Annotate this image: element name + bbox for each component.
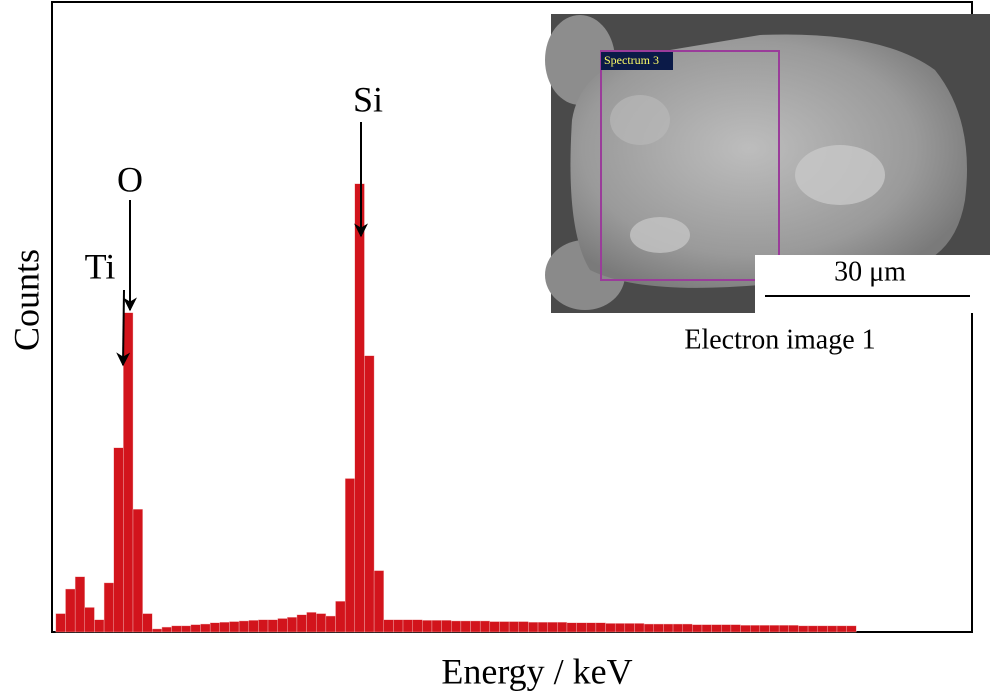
electron-image bbox=[545, 14, 990, 313]
bar bbox=[836, 625, 847, 633]
bar bbox=[499, 621, 510, 633]
bar bbox=[316, 613, 327, 633]
bar bbox=[614, 623, 626, 633]
bar bbox=[798, 625, 809, 633]
bar bbox=[248, 620, 259, 633]
y-axis-label: Counts bbox=[6, 249, 46, 351]
bar bbox=[287, 617, 298, 633]
bar bbox=[267, 619, 278, 633]
arrow bbox=[116, 289, 131, 367]
annotation: O bbox=[117, 159, 143, 199]
bar bbox=[759, 625, 770, 633]
bar bbox=[402, 619, 413, 633]
bar bbox=[827, 625, 838, 633]
bar bbox=[557, 621, 568, 633]
bar bbox=[94, 619, 105, 633]
bar bbox=[451, 620, 462, 633]
bar bbox=[663, 623, 674, 633]
bar bbox=[479, 620, 491, 633]
bar bbox=[634, 623, 645, 633]
bar bbox=[643, 623, 654, 633]
bar bbox=[258, 619, 269, 633]
bar bbox=[769, 625, 780, 633]
bar bbox=[171, 625, 182, 633]
bar bbox=[586, 622, 597, 633]
bar bbox=[364, 355, 375, 633]
bar bbox=[788, 625, 799, 633]
bar bbox=[508, 621, 519, 633]
bar bbox=[142, 613, 153, 633]
bar bbox=[373, 570, 384, 633]
bar bbox=[489, 621, 500, 633]
bar bbox=[653, 623, 664, 633]
bar bbox=[692, 624, 703, 633]
bar bbox=[422, 620, 433, 633]
bar bbox=[238, 620, 249, 633]
annotation: Ti bbox=[85, 246, 116, 286]
bar bbox=[161, 626, 172, 633]
bar bbox=[55, 613, 66, 633]
bar bbox=[547, 621, 558, 633]
bar bbox=[528, 621, 539, 633]
bar bbox=[181, 625, 192, 633]
bar bbox=[306, 612, 317, 633]
bar bbox=[296, 614, 307, 633]
bar bbox=[817, 625, 828, 633]
bar bbox=[576, 622, 587, 633]
bar bbox=[605, 623, 616, 633]
bar bbox=[701, 624, 712, 633]
bar bbox=[518, 621, 529, 633]
bar bbox=[566, 622, 577, 633]
bar bbox=[624, 623, 635, 633]
bar bbox=[470, 620, 481, 633]
bar bbox=[152, 628, 163, 633]
scale-bar-label: 30 μm bbox=[834, 256, 906, 287]
inset-caption: Electron image 1 bbox=[684, 324, 875, 355]
bar bbox=[460, 620, 471, 633]
annotation: Si bbox=[353, 79, 383, 119]
bar bbox=[103, 582, 114, 633]
bar bbox=[383, 619, 394, 633]
bar bbox=[711, 624, 722, 633]
bar bbox=[441, 620, 452, 633]
spectrum-label: Spectrum 3 bbox=[604, 53, 659, 67]
bar bbox=[537, 621, 548, 633]
bar bbox=[778, 625, 789, 633]
bar bbox=[721, 624, 732, 633]
bar bbox=[354, 183, 365, 633]
bar bbox=[84, 607, 95, 633]
bar bbox=[113, 447, 124, 633]
bar bbox=[200, 623, 211, 633]
bar bbox=[672, 623, 683, 633]
bar bbox=[123, 312, 134, 633]
bar bbox=[344, 478, 356, 633]
bar bbox=[335, 601, 346, 633]
bar bbox=[190, 624, 201, 633]
bar bbox=[412, 619, 423, 633]
bar bbox=[393, 619, 404, 633]
bar bbox=[132, 509, 143, 633]
bar bbox=[219, 621, 230, 633]
bar bbox=[807, 625, 818, 633]
bar bbox=[431, 620, 442, 633]
bar bbox=[65, 588, 76, 633]
bar bbox=[749, 625, 761, 633]
bar bbox=[730, 624, 741, 633]
bar bbox=[325, 615, 336, 633]
bar bbox=[682, 623, 693, 633]
bar bbox=[277, 618, 288, 633]
bar bbox=[74, 576, 85, 633]
x-axis-label: Energy / keV bbox=[441, 651, 632, 691]
bar bbox=[740, 625, 751, 633]
bar bbox=[595, 622, 606, 633]
bar bbox=[846, 625, 857, 633]
bar bbox=[209, 622, 220, 633]
bar bbox=[229, 621, 240, 633]
